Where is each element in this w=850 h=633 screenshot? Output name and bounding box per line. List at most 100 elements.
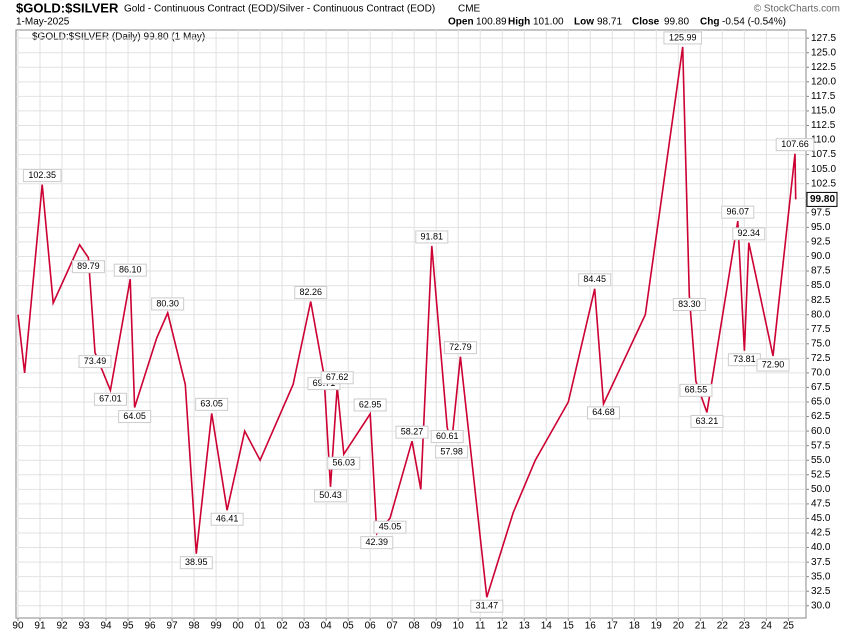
y-tick-label: 62.5 xyxy=(811,411,831,422)
x-tick-label: 08 xyxy=(409,621,421,632)
y-tick-label: 60.0 xyxy=(811,426,831,437)
x-tick-label: 04 xyxy=(321,621,333,632)
close: 99.80 xyxy=(664,17,689,28)
data-label: 50.43 xyxy=(319,490,342,500)
x-tick-label: 05 xyxy=(343,621,355,632)
y-tick-label: 105.0 xyxy=(811,164,836,175)
y-tick-label: 115.0 xyxy=(811,106,836,117)
data-label: 107.66 xyxy=(781,139,809,149)
chg: -0.54 (-0.54%) xyxy=(722,17,786,28)
x-tick-label: 94 xyxy=(100,621,112,632)
y-tick-label: 37.5 xyxy=(811,557,831,568)
label-box xyxy=(430,430,464,444)
y-tick-label: 32.5 xyxy=(811,586,831,597)
data-label: 58.27 xyxy=(401,427,424,437)
x-tick-label: 16 xyxy=(585,621,597,632)
data-label: 64.05 xyxy=(123,411,146,421)
label-box xyxy=(195,397,229,411)
data-label: 67.01 xyxy=(99,394,122,404)
y-tick-label: 85.0 xyxy=(811,280,831,291)
label-box xyxy=(732,227,766,241)
label-box xyxy=(586,406,620,420)
x-tick-label: 99 xyxy=(211,621,223,632)
label-box xyxy=(22,169,62,183)
data-label: 89.79 xyxy=(77,261,100,271)
data-label: 82.26 xyxy=(299,287,322,297)
y-tick-label: 82.5 xyxy=(811,295,831,306)
label-box xyxy=(775,138,815,152)
y-tick-label: 95.0 xyxy=(811,222,831,233)
label-box xyxy=(71,260,105,274)
label-box xyxy=(210,512,244,526)
x-tick-label: 96 xyxy=(144,621,156,632)
description: Gold - Continuous Contract (EOD)/Silver … xyxy=(124,4,435,15)
label-box xyxy=(353,398,387,412)
data-label: 102.35 xyxy=(28,170,56,180)
close-label: Close xyxy=(632,17,660,28)
y-tick-label: 40.0 xyxy=(811,542,831,553)
label-box xyxy=(663,31,703,45)
label-box xyxy=(690,414,724,428)
label-box xyxy=(151,297,185,311)
x-tick-label: 90 xyxy=(12,621,24,632)
data-label: 72.79 xyxy=(449,342,472,352)
data-label: 67.62 xyxy=(326,372,349,382)
x-tick-label: 97 xyxy=(167,621,179,632)
x-tick-label: 19 xyxy=(651,621,663,632)
y-tick-label: 80.0 xyxy=(811,309,831,320)
high-label: High xyxy=(508,17,530,28)
plot-frame xyxy=(15,29,807,619)
x-tick-label: 12 xyxy=(497,621,509,632)
label-box xyxy=(443,341,477,355)
x-tick-label: 98 xyxy=(189,621,201,632)
symbol: $GOLD:$SILVER xyxy=(16,0,119,15)
x-tick-label: 10 xyxy=(453,621,465,632)
y-tick-label: 120.0 xyxy=(811,76,836,87)
y-tick-label: 92.5 xyxy=(811,237,831,248)
data-label: 68.55 xyxy=(685,385,708,395)
legend: $GOLD:$SILVER (Daily) 99.80 (1 May) xyxy=(32,32,205,43)
label-box xyxy=(320,371,354,385)
y-tick-label: 30.0 xyxy=(811,600,831,611)
y-tick-label: 117.5 xyxy=(811,91,836,102)
x-tick-label: 23 xyxy=(739,621,751,632)
data-label: 42.39 xyxy=(366,537,389,547)
high: 101.00 xyxy=(533,17,564,28)
data-label: 64.68 xyxy=(592,407,615,417)
y-tick-label: 70.0 xyxy=(811,368,831,379)
chg-label: Chg xyxy=(700,17,719,28)
low-label: Low xyxy=(574,17,594,28)
x-tick-label: 15 xyxy=(563,621,575,632)
data-label: 73.49 xyxy=(84,356,107,366)
y-tick-label: 57.5 xyxy=(811,440,831,451)
x-tick-label: 24 xyxy=(761,621,773,632)
x-tick-label: 21 xyxy=(695,621,707,632)
data-label: 45.05 xyxy=(379,522,402,532)
y-tick-label: 75.0 xyxy=(811,338,831,349)
x-tick-label: 93 xyxy=(78,621,90,632)
credit: © StockCharts.com xyxy=(754,4,840,15)
data-label: 91.81 xyxy=(421,231,444,241)
label-box xyxy=(314,489,348,503)
label-box xyxy=(78,355,112,369)
x-tick-label: 02 xyxy=(277,621,289,632)
x-tick-label: 95 xyxy=(122,621,134,632)
y-tick-label: 52.5 xyxy=(811,469,831,480)
x-tick-label: 91 xyxy=(34,621,46,632)
x-tick-label: 01 xyxy=(255,621,267,632)
open-label: Open xyxy=(448,17,474,28)
label-box xyxy=(756,358,790,372)
label-box xyxy=(373,520,407,534)
y-tick-label: 47.5 xyxy=(811,499,831,510)
x-tick-label: 18 xyxy=(629,621,641,632)
data-label: 38.95 xyxy=(185,557,208,567)
label-box xyxy=(327,456,361,470)
y-tick-label: 45.0 xyxy=(811,513,831,524)
y-tick-label: 125.0 xyxy=(811,47,836,58)
date: 1-May-2025 xyxy=(16,17,70,28)
y-tick-label: 127.5 xyxy=(811,33,836,44)
y-tick-label: 55.0 xyxy=(811,455,831,466)
y-tick-label: 65.0 xyxy=(811,397,831,408)
y-tick-label: 102.5 xyxy=(811,178,836,189)
